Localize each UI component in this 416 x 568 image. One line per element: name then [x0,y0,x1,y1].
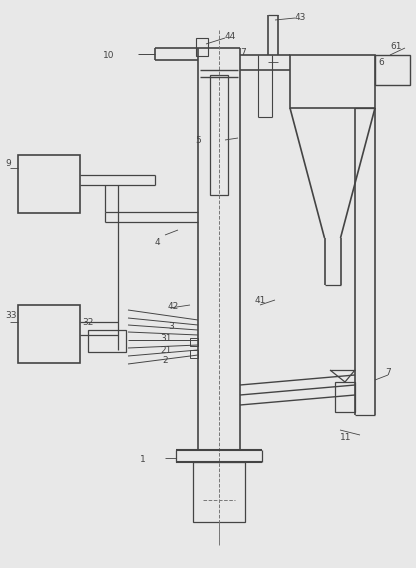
Bar [290,55,375,108]
Bar [18,155,80,213]
Bar [193,462,245,522]
Text: 7: 7 [240,48,246,56]
Text: 21: 21 [160,345,171,354]
Bar [375,55,410,85]
Text: 42: 42 [168,302,179,311]
Text: 43: 43 [295,12,306,22]
Text: 31: 31 [160,333,171,343]
Bar [18,305,80,363]
Bar [190,338,198,346]
Text: 2: 2 [162,356,168,365]
Bar [196,38,208,56]
Text: 11: 11 [340,433,352,442]
Text: 4: 4 [155,237,161,247]
Bar [210,75,228,195]
Text: 61: 61 [390,41,401,51]
Text: 5: 5 [195,136,201,144]
Text: 3: 3 [168,321,174,331]
Bar [335,382,355,412]
Text: 10: 10 [103,51,114,60]
Text: 32: 32 [82,318,93,327]
Text: 44: 44 [225,31,236,40]
Text: 6: 6 [378,57,384,66]
Text: 7: 7 [385,367,391,377]
Text: 9: 9 [5,158,11,168]
Text: 41: 41 [255,295,266,304]
Text: 33: 33 [5,311,17,320]
Bar [190,350,198,358]
Text: 1: 1 [140,456,146,465]
Bar [88,330,126,352]
